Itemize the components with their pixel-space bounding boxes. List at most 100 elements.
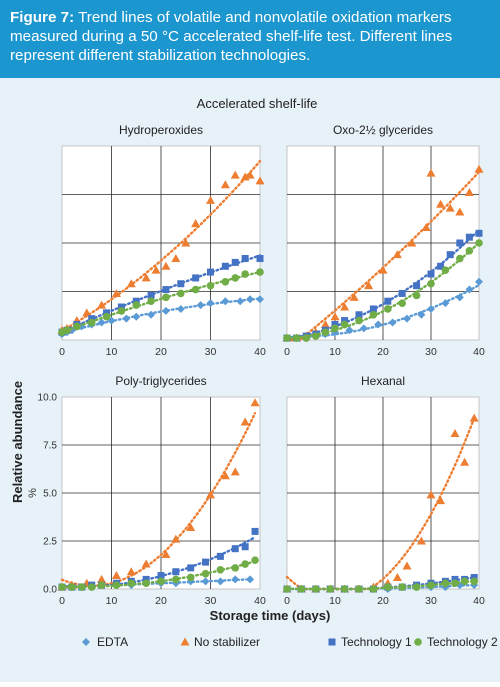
data-point [297,585,306,593]
data-point [256,255,264,263]
chart-area: Accelerated shelf-life Relative abundanc… [0,78,500,682]
data-point [256,295,264,304]
series-technology-2 [283,577,479,593]
data-point [126,567,136,576]
caption-text: Figure 7: Trend lines of volatile and no… [10,8,494,65]
data-point [230,467,240,476]
data-point [126,279,136,288]
data-point [241,543,249,551]
data-point [117,303,125,311]
data-point [331,324,339,333]
x-tick-label: 0 [284,595,290,607]
data-point [142,579,150,588]
data-point [475,229,483,237]
data-point [127,579,136,588]
data-point [97,574,107,583]
data-point [384,305,392,313]
x-tick-label: 10 [329,595,341,607]
data-point [312,585,320,593]
x-tick-label: 40 [473,346,485,358]
panel-hydroperoxides: Hydroperoxides 0 10 20 30 40 [57,123,266,358]
data-point [384,583,392,591]
shared-y-axis-label: Relative abundance [10,381,25,503]
data-point [302,334,311,342]
data-point [220,471,230,480]
x-tick-label: 20 [155,595,167,607]
data-point [201,569,210,578]
data-point [187,564,195,572]
data-point [63,326,71,335]
data-point [355,311,363,319]
data-point [427,581,435,589]
data-point [177,289,185,298]
data-point [216,577,225,586]
data-point [241,560,249,568]
data-point [181,238,191,247]
data-point [206,299,215,308]
data-point [177,280,185,288]
data-point [340,302,350,311]
legend-item-technology-2: Technology 2 [414,635,498,649]
data-point [220,180,230,189]
data-point [359,324,368,333]
data-point [172,575,180,584]
data-point [78,583,86,591]
legend-marker-circle-icon [414,638,422,646]
data-point [221,262,229,270]
legend-item-technology-1: Technology 1 [328,635,412,649]
data-point [427,270,435,278]
data-point [196,301,205,310]
data-point [132,297,140,305]
data-point [412,583,421,591]
legend-label: Technology 1 [341,635,412,649]
x-tick-label: 40 [473,595,485,607]
data-point [475,277,483,286]
data-point [206,195,215,204]
data-point [250,398,260,407]
data-point [97,581,106,589]
data-point [388,318,397,327]
data-point [157,577,165,586]
data-point [102,312,111,321]
data-point [142,575,150,583]
data-point [465,233,473,241]
data-point [426,168,436,177]
data-point [191,285,200,294]
data-point [341,317,349,325]
data-point [88,315,96,323]
data-point [201,577,210,586]
data-point [206,281,215,290]
x-tick-label: 0 [284,346,290,358]
data-point [374,320,383,329]
data-point [412,291,421,300]
data-point [230,170,240,179]
data-point [436,496,446,505]
data-point [469,413,479,422]
panel-title: Poly-triglycerides [115,374,206,388]
x-tick-label: 10 [329,346,341,358]
series-technology-2 [58,556,259,591]
data-point [171,534,181,543]
data-point [475,239,483,247]
data-point [460,457,470,466]
data-point [427,304,435,313]
x-tick-label: 20 [377,595,389,607]
data-point [283,585,291,593]
y-tick-label: 2.5 [43,537,57,548]
data-point [202,558,210,566]
legend-item-no-stabilizer: No stabilizer [180,635,260,649]
data-point [216,552,224,560]
data-point [320,319,330,328]
data-point [331,328,339,337]
data-point [216,566,225,574]
data-point [132,301,141,309]
data-point [392,572,402,581]
data-point [441,266,450,274]
data-point [147,291,155,299]
data-point [240,417,250,426]
data-point [256,268,264,276]
data-point [87,318,96,327]
data-point [112,581,121,589]
panel-oxo-2-glycerides: Oxo-2½ glycerides 0 10 20 30 40 [282,123,485,358]
